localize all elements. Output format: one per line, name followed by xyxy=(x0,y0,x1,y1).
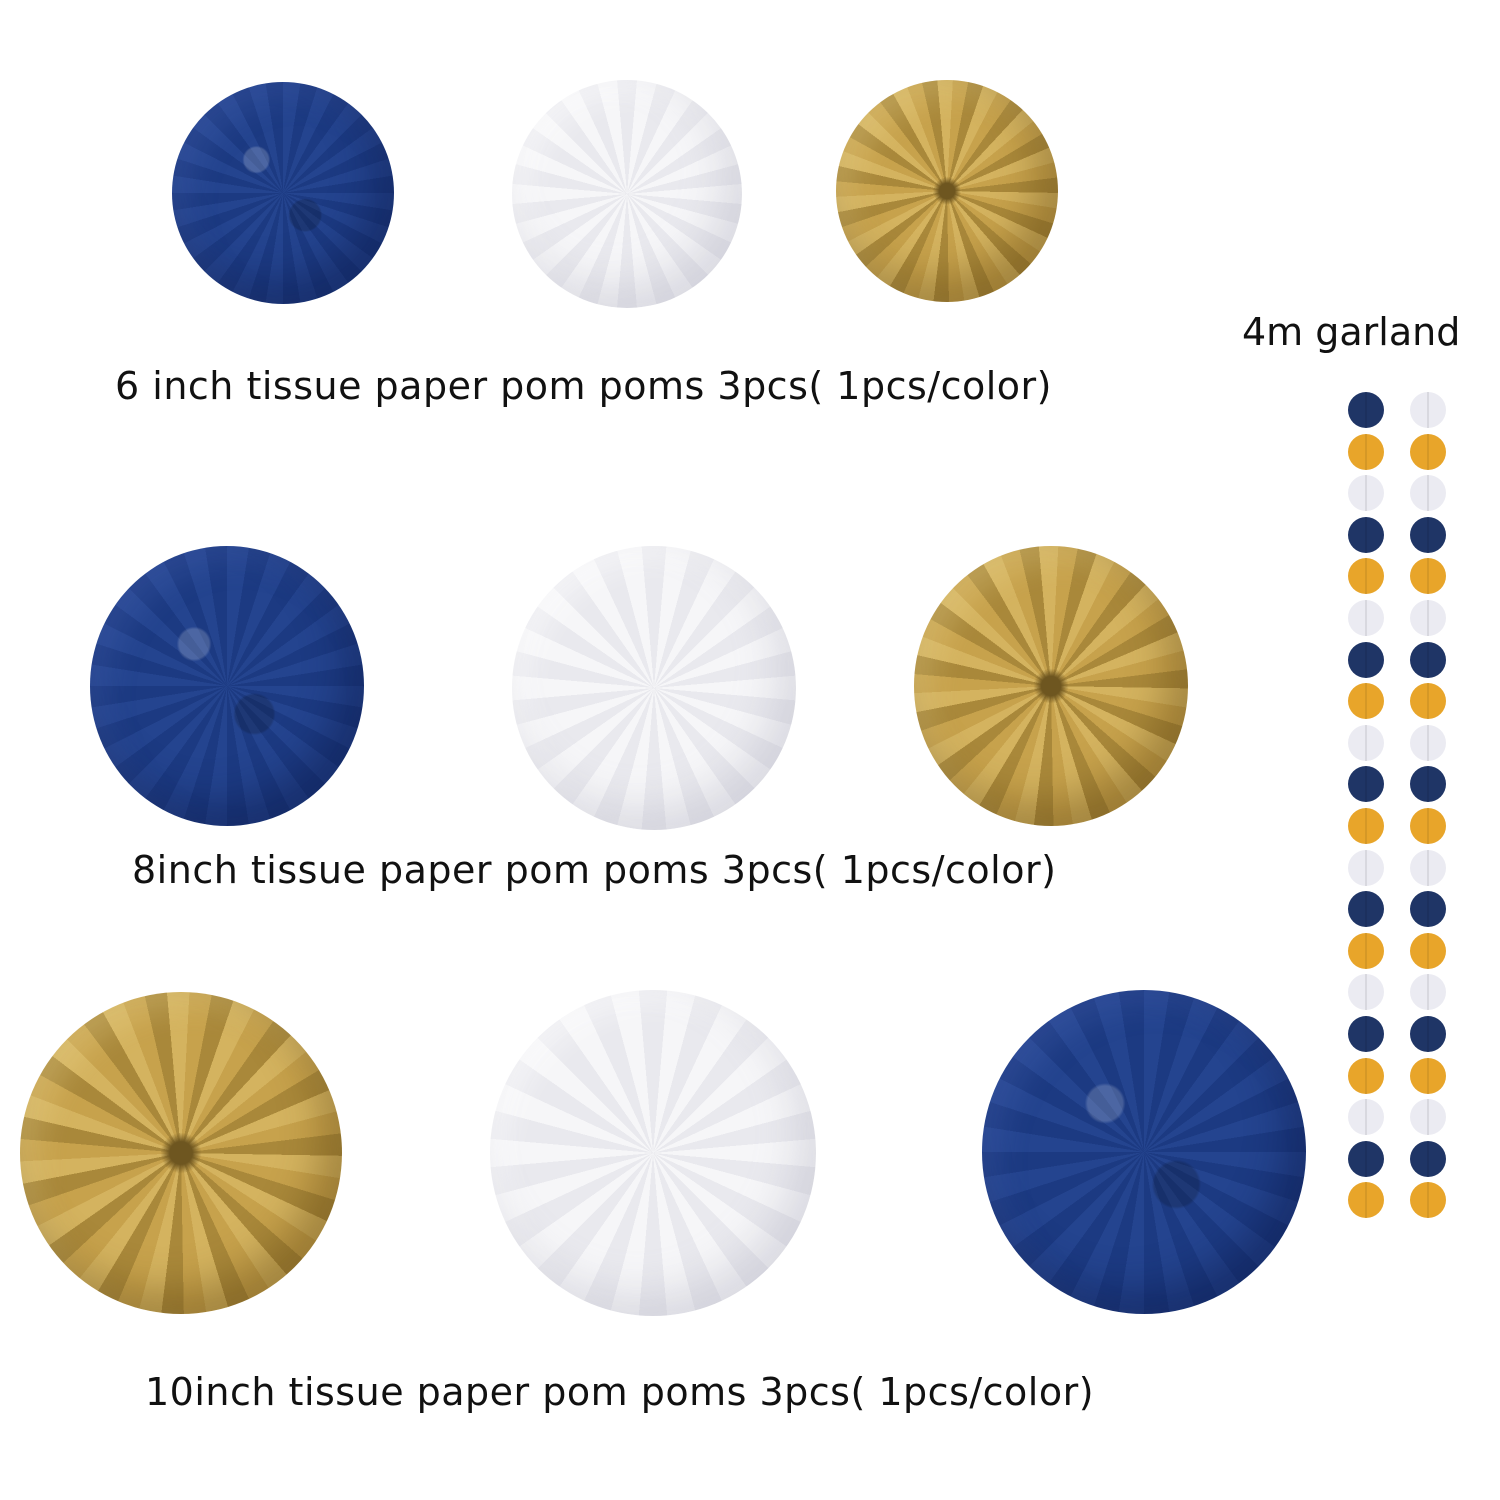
garland-dot-white xyxy=(1348,974,1384,1010)
garland-dot-navy xyxy=(1348,1141,1384,1177)
garland-dot-white xyxy=(1410,850,1446,886)
garland-dot-navy xyxy=(1410,642,1446,678)
garland-dot-white xyxy=(1348,475,1384,511)
garland-dot-gold xyxy=(1348,1182,1384,1218)
garland-dot-gold xyxy=(1410,1182,1446,1218)
garland-dot-white xyxy=(1410,475,1446,511)
garland-dot-navy xyxy=(1410,1141,1446,1177)
garland-dot-gold xyxy=(1348,558,1384,594)
caption-8in: 8inch tissue paper pom poms 3pcs( 1pcs/c… xyxy=(132,848,1057,892)
caption-6in: 6 inch tissue paper pom poms 3pcs( 1pcs/… xyxy=(115,364,1052,408)
garland-dot-navy xyxy=(1348,392,1384,428)
garland-dot-gold xyxy=(1410,434,1446,470)
pom-10in-navy xyxy=(982,990,1306,1314)
garland-dot-gold xyxy=(1410,808,1446,844)
garland-dot-navy xyxy=(1410,891,1446,927)
pom-10in-white xyxy=(490,990,816,1316)
garland-dot-gold xyxy=(1348,683,1384,719)
pom-6in-white xyxy=(512,80,742,308)
garland-dot-gold xyxy=(1348,1058,1384,1094)
garland-dot-white xyxy=(1410,725,1446,761)
caption-10in: 10inch tissue paper pom poms 3pcs( 1pcs/… xyxy=(145,1370,1095,1414)
garland-dot-white xyxy=(1348,850,1384,886)
pom-8in-white xyxy=(512,546,796,830)
garland-strand-left xyxy=(1348,392,1384,1222)
garland-dot-white xyxy=(1348,600,1384,636)
garland-dot-white xyxy=(1410,1099,1446,1135)
pom-6in-navy xyxy=(172,82,394,304)
pom-8in-gold xyxy=(914,546,1188,826)
garland-dot-gold xyxy=(1348,434,1384,470)
garland-dot-navy xyxy=(1348,517,1384,553)
garland-dot-white xyxy=(1348,1099,1384,1135)
garland-dot-gold xyxy=(1410,933,1446,969)
garland-dot-white xyxy=(1348,725,1384,761)
garland-strand-right xyxy=(1410,392,1446,1222)
garland-dot-gold xyxy=(1348,933,1384,969)
pom-8in-navy xyxy=(90,546,364,826)
garland-dot-navy xyxy=(1410,1016,1446,1052)
garland-dot-navy xyxy=(1348,642,1384,678)
garland-dot-gold xyxy=(1348,808,1384,844)
garland-dot-gold xyxy=(1410,558,1446,594)
garland-dot-navy xyxy=(1348,891,1384,927)
garland-dot-gold xyxy=(1410,1058,1446,1094)
garland-label: 4m garland xyxy=(1242,310,1461,354)
garland-dot-gold xyxy=(1410,683,1446,719)
garland-dot-navy xyxy=(1410,766,1446,802)
garland-dot-white xyxy=(1410,600,1446,636)
garland-dot-white xyxy=(1410,392,1446,428)
garland-dot-navy xyxy=(1410,517,1446,553)
garland-dot-white xyxy=(1410,974,1446,1010)
pom-6in-gold xyxy=(836,80,1058,302)
pom-10in-gold xyxy=(20,992,342,1314)
garland-dot-navy xyxy=(1348,766,1384,802)
garland-dot-navy xyxy=(1348,1016,1384,1052)
